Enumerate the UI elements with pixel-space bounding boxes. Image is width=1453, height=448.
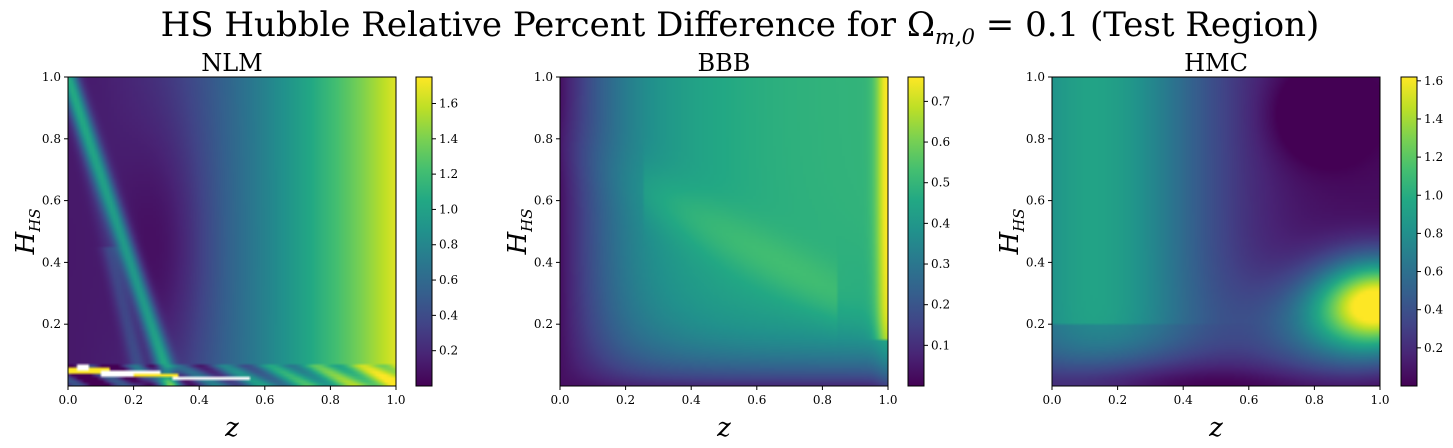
x-axis-label: z: [1208, 413, 1223, 443]
y-tick-label: 0.4: [1026, 255, 1045, 269]
axes-frame: [67, 76, 397, 387]
y-tick-label: 1.0: [534, 70, 553, 84]
colorbar-tick-label: 0.1: [931, 338, 950, 352]
colorbar-tick-label: 0.8: [1424, 226, 1443, 240]
colorbar-tick-label: 1.0: [1424, 188, 1443, 202]
colorbar-tick-label: 0.6: [439, 273, 458, 287]
x-tick-label: 0.0: [550, 393, 569, 407]
colorbar-tick-label: 0.4: [439, 308, 458, 322]
x-tick-label: 1.0: [878, 393, 897, 407]
y-tick-label: 0.6: [42, 194, 61, 208]
y-axis-label: HHS: [11, 208, 44, 255]
heatmap-image: [560, 77, 888, 386]
y-axis-label-main: H: [11, 231, 41, 256]
x-tick-label: 0.8: [1305, 393, 1324, 407]
x-tick-label: 0.2: [1108, 393, 1127, 407]
panels: 0.0 0.2 0.4 0.6 0.8 1.00.20.40.60.81.0 NLMzHHS…: [11, 49, 1443, 443]
y-tick-label: 0.6: [1026, 194, 1045, 208]
colorbar-tick-label: 1.4: [1424, 112, 1443, 126]
x-tick-label: 0.6: [1239, 393, 1258, 407]
x-tick-label: 1.0: [1370, 393, 1389, 407]
colorbar-tick-label: 0.4: [931, 216, 950, 230]
heatmap-image: [1052, 77, 1380, 386]
y-axis-label-sub: HS: [518, 208, 536, 232]
x-tick-label: 0.6: [255, 393, 274, 407]
colorbar-tick-label: 1.2: [439, 167, 458, 181]
heatmap-panel-bbb: 0.0 0.2 0.4 0.6 0.8 1.0 0.2 0.4 0.6 0.8 1.0 BBB z HHS…: [503, 49, 950, 443]
heatmap-panel-hmc: 0.0 0.2 0.4 0.6 0.8 1.0 0.2 0.4 0.6 0.8 1.0 HMC z HHS…: [995, 49, 1443, 443]
colorbar-tick-label: 1.2: [1424, 150, 1443, 164]
colorbar-tick-label: 0.2: [439, 344, 458, 358]
colorbar-tick-label: 0.3: [931, 257, 950, 271]
colorbar-tick-label: 0.2: [931, 298, 950, 312]
y-tick-label: 0.8: [1026, 132, 1045, 146]
y-axis-label: HHS: [503, 208, 536, 255]
y-tick-label: 0.6: [534, 194, 553, 208]
panel-title: HMC: [1184, 49, 1248, 77]
colorbar-tick-label: 0.2: [1424, 341, 1443, 355]
colorbar-tick-label: 1.0: [439, 202, 458, 216]
x-axis-label: z: [716, 413, 731, 443]
y-axis-label: HHS: [995, 208, 1028, 255]
colorbar-tick-label: 0.6: [1424, 265, 1443, 279]
x-tick-label: 0.4: [190, 393, 209, 407]
colorbar-tick-label: 0.7: [931, 94, 950, 108]
x-tick-label: 0.0: [1042, 393, 1061, 407]
y-axis-label-main: H: [503, 231, 533, 256]
x-tick-label: 0.8: [321, 393, 340, 407]
x-tick-label: 0.2: [124, 393, 143, 407]
colorbar: [1400, 76, 1418, 387]
x-tick-label: 0.4: [682, 393, 701, 407]
y-tick-label: 0.4: [42, 255, 61, 269]
x-tick-label: 1.0: [386, 393, 405, 407]
panel-title: BBB: [698, 49, 751, 77]
y-axis-label-main: H: [995, 231, 1025, 256]
colorbar-tick-label: 0.5: [931, 176, 950, 190]
heatmap-panel-nlm: 0.0 0.2 0.4 0.6 0.8 1.0 0.2 0.4 0.6 0.8 1.0 NLM z HHS…: [11, 49, 458, 443]
y-tick-label: 0.4: [534, 255, 553, 269]
colorbar-tick-label: 1.6: [439, 96, 458, 110]
figure-title: HS Hubble Relative Percent Difference fo…: [161, 5, 1320, 49]
x-tick-label: 0.2: [616, 393, 635, 407]
x-axis-label: z: [224, 413, 239, 443]
colorbar-tick-label: 1.6: [1424, 74, 1443, 88]
y-tick-label: 0.2: [1026, 317, 1045, 331]
colorbar-tick-label: 1.4: [439, 132, 458, 146]
x-tick-label: 0.8: [813, 393, 832, 407]
y-tick-label: 0.2: [534, 317, 553, 331]
colorbar: [415, 76, 433, 387]
colorbar-tick-label: 0.8: [439, 238, 458, 252]
y-tick-label: 1.0: [42, 70, 61, 84]
colorbar-tick-label: 0.4: [1424, 303, 1443, 317]
panel-title: NLM: [201, 49, 263, 77]
x-tick-label: 0.6: [747, 393, 766, 407]
y-axis-label-sub: HS: [1010, 208, 1028, 232]
x-tick-label: 0.4: [1174, 393, 1193, 407]
heatmap-image: [68, 77, 396, 386]
y-axis-label-sub: HS: [26, 208, 44, 232]
axes-frame: [559, 76, 889, 387]
colorbar: [907, 76, 925, 387]
y-tick-label: 0.8: [534, 132, 553, 146]
axes-frame: [1051, 76, 1381, 387]
y-tick-label: 0.8: [42, 132, 61, 146]
colorbar-tick-label: 0.6: [931, 135, 950, 149]
y-tick-label: 1.0: [1026, 70, 1045, 84]
y-tick-label: 0.2: [42, 317, 61, 331]
x-tick-label: 0.0: [58, 393, 77, 407]
